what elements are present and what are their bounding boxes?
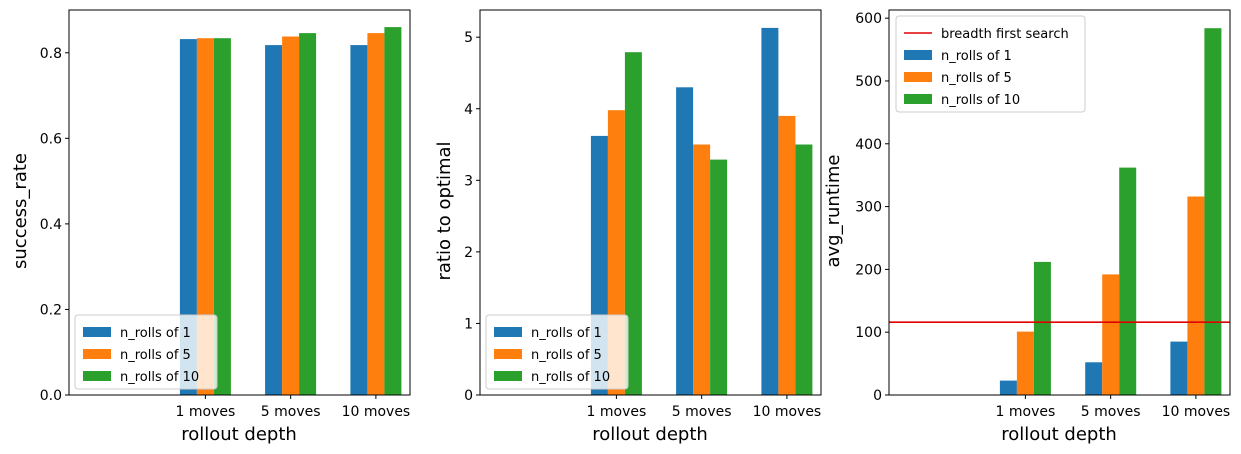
x-axis-label-2: rollout depth (592, 424, 708, 445)
bar-2-3-2 (710, 159, 728, 395)
y-tick-label-2-1: 0 (464, 388, 473, 404)
y-tick-label-2-4: 3 (464, 173, 473, 189)
legend-swatch-1-2 (83, 349, 111, 359)
legend-label-3-2: n_rolls of 1 (941, 49, 1012, 64)
bar-2-3-1 (624, 52, 642, 395)
bar-3-2-1 (1016, 331, 1034, 395)
x-tick-label-3-3: 10 moves (1162, 404, 1231, 420)
legend-swatch-2-2 (494, 349, 522, 359)
x-tick-label-1-3: 10 moves (342, 404, 411, 420)
bar-2-3-3 (795, 144, 813, 395)
bar-3-1-1 (999, 380, 1017, 395)
y-tick-label-2-6: 5 (464, 30, 473, 46)
x-axis-label-1: rollout depth (181, 424, 297, 445)
chart-panel-1: 0.0 0.2 0.4 0.6 0.8 1 moves 5 moves 10 moves rol… (10, 9, 411, 445)
bar-1-2-3 (367, 33, 385, 395)
y-tick-label-1-5: 0.8 (40, 46, 62, 62)
bar-3-2-3 (1187, 196, 1205, 395)
y-tick-label-1-1: 0.0 (40, 388, 62, 404)
y-axis-label-2: ratio to optimal (434, 141, 455, 280)
legend-label-3-3: n_rolls of 5 (941, 71, 1012, 86)
y-tick-label-3-2: 100 (855, 325, 882, 341)
legend-label-1-1: n_rolls of 1 (120, 326, 191, 341)
legend-swatch-3-4 (904, 94, 932, 104)
legend-label-2-3: n_rolls of 10 (531, 370, 610, 385)
x-tick-label-2-2: 5 moves (672, 404, 732, 420)
legend-swatch-1-3 (83, 371, 111, 381)
bar-1-3-1 (213, 38, 231, 395)
bar-2-1-3 (761, 27, 779, 396)
legend-box-3 (895, 15, 1086, 113)
y-tick-label-1-2: 0.2 (40, 302, 62, 318)
x-tick-label-1-2: 5 moves (261, 404, 321, 420)
legend-label-2-1: n_rolls of 1 (531, 326, 602, 341)
x-tick-label-1-1: 1 moves (176, 404, 236, 420)
bar-2-1-2 (676, 87, 694, 396)
bar-3-3-3 (1204, 28, 1222, 395)
y-tick-label-3-5: 400 (855, 137, 882, 153)
legend-label-3-4: n_rolls of 10 (941, 93, 1020, 108)
y-axis-label-1: success_rate (10, 153, 31, 269)
legend-3: breadth first search n_rolls of 1 n_rolls … (895, 15, 1086, 113)
y-axis-label-3: avg_runtime (823, 155, 844, 268)
y-tick-label-3-6: 500 (855, 74, 882, 90)
bar-2-2-3 (778, 115, 796, 396)
y-tick-label-1-4: 0.6 (40, 131, 62, 147)
bar-1-3-2 (299, 33, 317, 395)
legend-swatch-1-1 (83, 327, 111, 337)
y-tick-label-1-3: 0.4 (40, 217, 62, 233)
y-tick-label-3-3: 200 (855, 262, 882, 278)
bar-3-3-1 (1033, 261, 1051, 395)
legend-label-3-1: breadth first search (941, 27, 1069, 42)
axes-frame-1 (68, 9, 411, 396)
x-tick-label-2-3: 10 moves (753, 404, 822, 420)
bar-3-1-3 (1170, 341, 1188, 395)
y-tick-label-2-2: 1 (464, 316, 473, 332)
axes-frame-3 (888, 9, 1231, 396)
axes-frame-2 (479, 9, 822, 396)
bar-3-1-2 (1085, 362, 1103, 395)
x-tick-label-3-2: 5 moves (1081, 404, 1141, 420)
bar-1-1-2 (265, 45, 283, 395)
bar-2-2-2 (693, 144, 711, 395)
bar-1-1-1 (179, 39, 197, 395)
x-tick-label-2-1: 1 moves (587, 404, 647, 420)
legend-swatch-3-2 (904, 50, 932, 60)
bar-1-2-1 (196, 38, 214, 395)
bar-3-3-2 (1119, 167, 1137, 395)
y-tick-label-2-5: 4 (464, 102, 473, 118)
legend-label-2-2: n_rolls of 5 (531, 348, 602, 363)
legend-swatch-2-3 (494, 371, 522, 381)
chart-panel-2: 0 1 2 3 4 5 1 moves 5 moves 10 moves rollout dept… (434, 9, 822, 445)
bar-1-1-3 (350, 45, 368, 395)
legend-1: n_rolls of 1 n_rolls of 5 n_rolls of 10 (74, 314, 218, 390)
y-tick-label-3-7: 600 (855, 11, 882, 27)
legend-swatch-2-1 (494, 327, 522, 337)
legend-label-1-2: n_rolls of 5 (120, 348, 191, 363)
legend-swatch-3-3 (904, 72, 932, 82)
y-tick-label-3-1: 0 (873, 388, 882, 404)
bar-3-2-2 (1102, 274, 1120, 395)
y-tick-label-3-4: 300 (855, 200, 882, 216)
x-axis-label-3: rollout depth (1001, 424, 1117, 445)
x-tick-label-3-1: 1 moves (996, 404, 1056, 420)
legend-2: n_rolls of 1 n_rolls of 5 n_rolls of 10 (485, 314, 629, 390)
bar-1-3-3 (384, 27, 402, 395)
legend-label-1-3: n_rolls of 10 (120, 370, 199, 385)
y-tick-label-2-3: 2 (464, 245, 473, 261)
bar-1-2-2 (282, 36, 300, 395)
chart-panel-3: 0 100 200 300 400 500 600 1 moves 5 moves 10 move… (823, 9, 1231, 445)
